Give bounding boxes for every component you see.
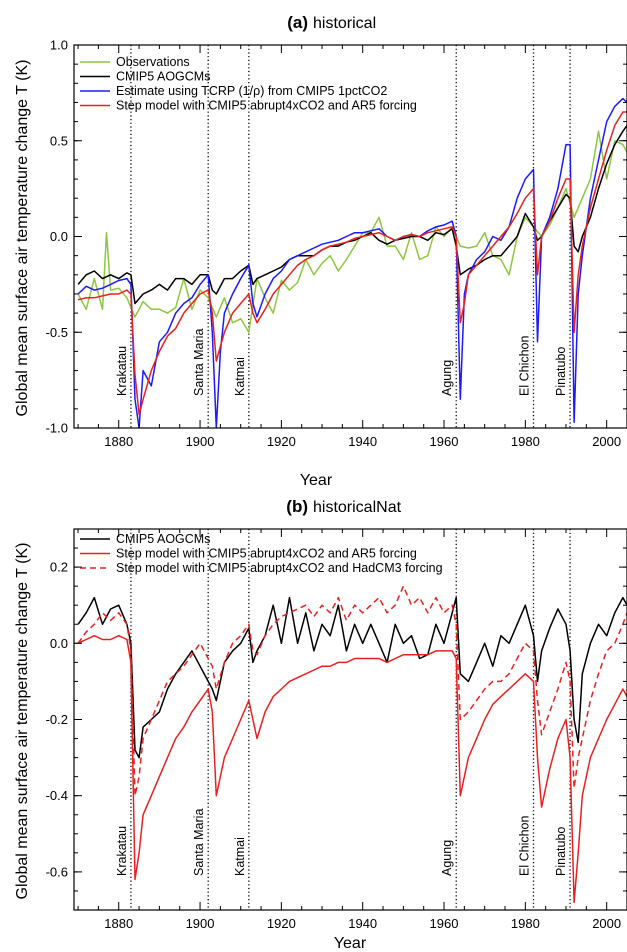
panel-b-x-tick-label: 1920 xyxy=(267,916,296,931)
panel-a-series-line-3 xyxy=(78,112,627,415)
panel-b-x-tick-label: 1880 xyxy=(104,916,133,931)
panel-a-y-tick-label: -0.5 xyxy=(46,325,68,340)
panel-b-eruption-label: Santa Maria xyxy=(192,809,206,876)
panel-b-series-line-2 xyxy=(78,586,627,796)
panel-a-y-tick-label: 0.5 xyxy=(50,133,68,148)
panel-a-letter: (a) xyxy=(287,13,308,32)
panel-b-xlabel: Year xyxy=(334,935,367,952)
panel-a-legend-label-3: Step model with CMIP5 abrupt4xCO2 and AR… xyxy=(116,99,417,113)
panel-b-letter: (b) xyxy=(286,497,308,516)
panel-a-series-line-2 xyxy=(78,99,627,428)
panel-a-title: historical xyxy=(313,15,376,32)
panel-a-x-tick-label: 1940 xyxy=(348,434,377,449)
panel-b-series-line-1 xyxy=(78,636,627,903)
panel-b-eruption-label: Agung xyxy=(440,840,454,876)
panel-b-legend-label-2: Step model with CMIP5 abrupt4xCO2 and Ha… xyxy=(116,561,443,575)
panel-a-eruption-label: Krakatau xyxy=(115,346,129,396)
panel-a-eruption-label: El Chichon xyxy=(517,336,531,396)
panel-b-series-group xyxy=(78,586,627,902)
panel-a-eruption-label: Pinatubo xyxy=(554,347,568,396)
panel-a-x-tick-label: 1920 xyxy=(267,434,296,449)
panel-b-plot-area: Krakatau Santa Maria Katmai Agung El Chichon… xyxy=(46,529,627,931)
panel-a-eruption-label: Katmai xyxy=(233,357,247,396)
panel-a-y-tick-label: 0.0 xyxy=(50,229,68,244)
panel-a-x-tick-label: 1980 xyxy=(511,434,540,449)
panel-a-eruption-label: Agung xyxy=(440,360,454,396)
panel-b-eruption-label: Pinatubo xyxy=(554,827,568,876)
panel-a-x-tick-label: 2000 xyxy=(592,434,621,449)
panel-a-legend-label-0: Observations xyxy=(116,55,190,69)
panel-a-plot-area: Krakatau Santa Maria Katmai Agung El Chichon… xyxy=(46,38,627,450)
panel-b-y-tick-label: -0.4 xyxy=(46,788,68,803)
panel-a-series-line-1 xyxy=(78,125,627,303)
panel-b-x-tick-label: 1940 xyxy=(348,916,377,931)
panel-a-series-group xyxy=(78,99,627,428)
panel-a-x-tick-label: 1880 xyxy=(104,434,133,449)
panel-b-ylabel: Global mean surface air temperature chan… xyxy=(14,543,31,900)
panel-a-xlabel: Year xyxy=(300,472,333,489)
panel-b-y-tick-label: 0.0 xyxy=(50,636,68,651)
panel-b-x-tick-label: 1960 xyxy=(430,916,459,931)
panel-a-x-tick-label: 1960 xyxy=(430,434,459,449)
panel-a-ylabel: Global mean surface air temperature chan… xyxy=(14,60,31,417)
panel-a-legend-label-1: CMIP5 AOGCMs xyxy=(116,70,210,84)
panel-b-axes-frame xyxy=(74,529,627,910)
panel-b-y-tick-label: -0.6 xyxy=(46,864,68,879)
panel-b: (b) historicalNat Krakatau Santa Maria Kat… xyxy=(14,497,627,952)
panel-b-y-tick-label: -0.2 xyxy=(46,712,68,727)
panel-b-legend-label-0: CMIP5 AOGCMs xyxy=(116,532,210,546)
panel-b-y-tick-label: 0.2 xyxy=(50,560,68,575)
panel-b-eruption-label: Krakatau xyxy=(115,826,129,876)
panel-a-legend-label-2: Estimate using TCRP (1/ρ) from CMIP5 1pc… xyxy=(116,84,387,98)
panel-a-eruption-label: Santa Maria xyxy=(192,329,206,396)
panel-b-title: historicalNat xyxy=(313,499,402,516)
panel-b-legend-label-1: Step model with CMIP5 abrupt4xCO2 and AR… xyxy=(116,547,417,561)
panel-b-eruption-label: Katmai xyxy=(233,837,247,876)
panel-a-y-tick-label: 1.0 xyxy=(50,38,68,53)
panel-b-eruption-label: El Chichon xyxy=(517,816,531,876)
panel-b-x-tick-label: 1980 xyxy=(511,916,540,931)
panel-b-x-tick-label: 1900 xyxy=(186,916,215,931)
panel-b-x-tick-label: 2000 xyxy=(592,916,621,931)
panel-a-y-tick-label: -1.0 xyxy=(46,421,68,436)
panel-b-series-line-0 xyxy=(78,598,627,758)
panel-a: (a) historical Krakatau Santa Maria Katmai… xyxy=(14,13,627,489)
panel-a-x-tick-label: 1900 xyxy=(186,434,215,449)
